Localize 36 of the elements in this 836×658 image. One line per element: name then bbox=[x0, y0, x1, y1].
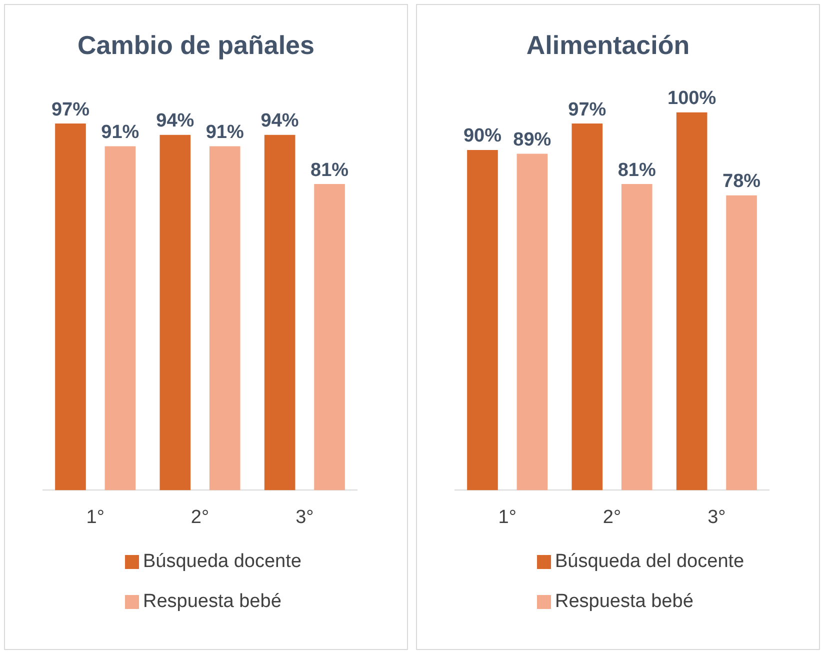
bar bbox=[572, 124, 603, 490]
data-label: 90% bbox=[463, 126, 502, 147]
legend-label: Búsqueda docente bbox=[143, 551, 302, 573]
bar bbox=[55, 124, 86, 490]
x-tick-label: 1° bbox=[86, 506, 104, 528]
data-label: 97% bbox=[568, 99, 606, 120]
data-label: 81% bbox=[310, 160, 349, 181]
data-label: 91% bbox=[206, 122, 244, 143]
x-tick-label: 3° bbox=[296, 506, 314, 528]
bar bbox=[264, 134, 296, 490]
x-tick-label: 2° bbox=[602, 506, 622, 528]
data-label: 94% bbox=[156, 110, 194, 132]
x-tick-label: 1° bbox=[498, 506, 516, 528]
legend-label: Respuesta bebé bbox=[555, 591, 694, 613]
data-label: 94% bbox=[260, 110, 299, 132]
chart-title: Cambio de pañales bbox=[78, 30, 314, 60]
chart-title: Alimentación bbox=[526, 30, 690, 60]
bar bbox=[209, 146, 240, 490]
x-tick-label: 2° bbox=[190, 506, 210, 528]
bar bbox=[621, 184, 652, 490]
legend-label: Búsqueda del docente bbox=[555, 551, 744, 573]
data-label: 78% bbox=[722, 171, 761, 192]
bar bbox=[314, 184, 345, 490]
data-label: 89% bbox=[513, 130, 552, 151]
data-label: 100% bbox=[668, 88, 716, 109]
bar bbox=[516, 154, 548, 490]
x-tick-label: 3° bbox=[708, 506, 726, 528]
bar bbox=[467, 150, 498, 490]
data-label: 91% bbox=[101, 122, 140, 143]
data-label: 81% bbox=[618, 160, 656, 181]
bar bbox=[726, 195, 757, 490]
legend-label: Respuesta bebé bbox=[143, 591, 282, 613]
bar bbox=[676, 112, 708, 490]
bar bbox=[160, 134, 191, 490]
data-label: 97% bbox=[51, 99, 90, 120]
bar bbox=[104, 146, 136, 490]
